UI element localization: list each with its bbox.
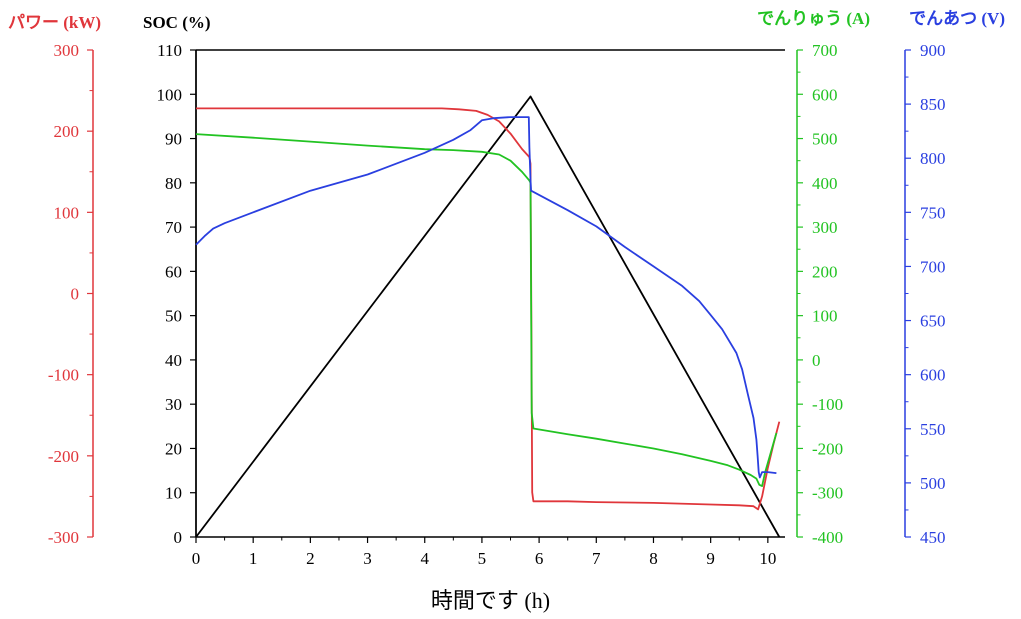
axis-labels: パワー (kW) SOC (%) でんりゅう (A) でんあつ (V) 時間です…: [8, 9, 1005, 613]
soc-tick-label: 20: [165, 439, 182, 458]
voltage-tick-label: 750: [920, 203, 946, 222]
x-tick-label: 3: [363, 549, 372, 568]
current-tick-label: -100: [812, 395, 843, 414]
x-tick-label: 4: [420, 549, 429, 568]
current-tick-label: -400: [812, 528, 843, 547]
current-tick-label: 300: [812, 218, 838, 237]
soc-tick-label: 0: [174, 528, 183, 547]
soc-tick-label: 80: [165, 174, 182, 193]
x-tick-label: 7: [592, 549, 601, 568]
power-tick-label: -100: [48, 366, 79, 385]
soc-tick-label: 50: [165, 307, 182, 326]
voltage-tick-label: 550: [920, 420, 946, 439]
x-tick-label: 5: [478, 549, 487, 568]
plot-frame: [195, 49, 785, 538]
voltage-tick-label: 850: [920, 95, 946, 114]
current-tick-label: 700: [812, 41, 838, 60]
x-tick-label: 6: [535, 549, 544, 568]
series-group: [195, 95, 781, 538]
current-tick-label: 500: [812, 130, 838, 149]
x-tick-label: 1: [249, 549, 258, 568]
x-axis-title: 時間です (h): [431, 588, 550, 613]
x-tick-label: 10: [759, 549, 776, 568]
current-tick-label: -300: [812, 484, 843, 503]
x-tick-label: 9: [706, 549, 715, 568]
x-tick-label: 8: [649, 549, 658, 568]
soc-axis-title: SOC (%): [143, 13, 211, 32]
power-axis-title: パワー (kW): [8, 13, 101, 32]
voltage-tick-label: 800: [920, 149, 946, 168]
soc-series-line: [195, 95, 781, 538]
soc-tick-label: 10: [165, 484, 182, 503]
power-tick-label: 300: [54, 41, 80, 60]
voltage-tick-label: 650: [920, 312, 946, 331]
voltage-axis-title: でんあつ (V): [909, 9, 1005, 28]
power-tick-label: 0: [71, 285, 80, 304]
current-series-line: [195, 133, 778, 488]
power-tick-label: -300: [48, 528, 79, 547]
axes: 0 1 2 3 4 5 6 7 8 9 10-300-200-1000100200300010203…: [48, 41, 946, 568]
soc-tick-label: 40: [165, 351, 182, 370]
x-tick-label: 0: [192, 549, 201, 568]
soc-tick-label: 100: [157, 85, 183, 104]
current-tick-label: 0: [812, 351, 821, 370]
power-tick-label: 100: [54, 203, 80, 222]
power-series-line: [196, 107, 781, 511]
current-tick-label: 200: [812, 262, 838, 281]
power-tick-label: -200: [48, 447, 79, 466]
soc-tick-label: 70: [165, 218, 182, 237]
current-tick-label: -200: [812, 439, 843, 458]
voltage-tick-label: 900: [920, 41, 946, 60]
current-tick-label: 600: [812, 85, 838, 104]
soc-tick-label: 30: [165, 395, 182, 414]
soc-tick-label: 110: [157, 41, 182, 60]
power-tick-label: 200: [54, 122, 80, 141]
voltage-tick-label: 500: [920, 474, 946, 493]
voltage-series-line: [195, 116, 777, 479]
soc-tick-label: 60: [165, 262, 182, 281]
voltage-tick-label: 450: [920, 528, 946, 547]
current-tick-label: 400: [812, 174, 838, 193]
current-axis-title: でんりゅう (A): [757, 9, 870, 28]
soc-tick-label: 90: [165, 130, 182, 149]
voltage-tick-label: 700: [920, 257, 946, 276]
current-tick-label: 100: [812, 307, 838, 326]
voltage-tick-label: 600: [920, 366, 946, 385]
x-tick-label: 2: [306, 549, 315, 568]
